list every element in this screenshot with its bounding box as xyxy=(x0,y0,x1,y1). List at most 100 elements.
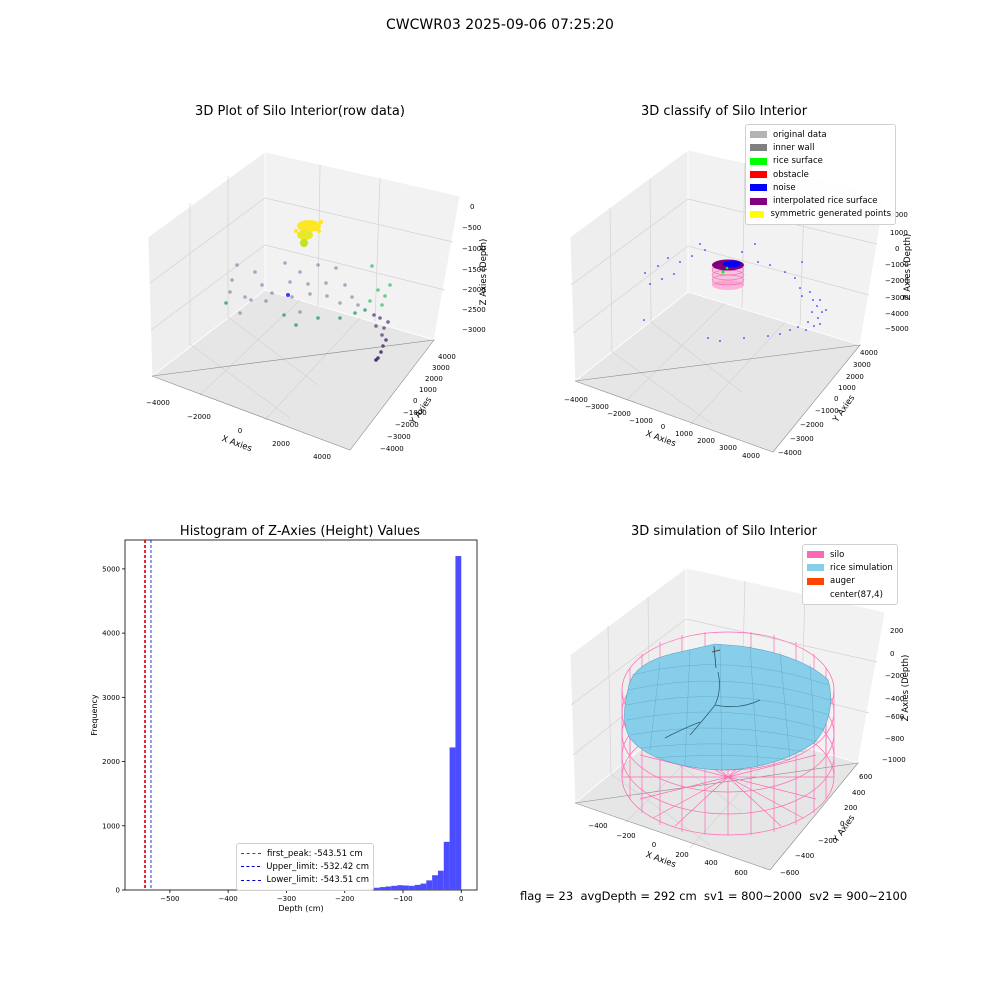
legend-swatch xyxy=(750,171,767,179)
noise-point xyxy=(699,243,701,245)
hist-bar xyxy=(437,870,444,890)
hist-ytick-label: 2000 xyxy=(102,758,120,766)
cls-xtick: 2000 xyxy=(697,437,715,445)
raw-ytick: −4000 xyxy=(380,445,404,453)
noise-point xyxy=(673,273,675,275)
raw-point xyxy=(386,320,390,324)
raw-point xyxy=(374,358,378,362)
sim-ztick: −400 xyxy=(885,695,904,703)
hist-ylabel: Frequency xyxy=(90,694,99,736)
cls-ztick: 1000 xyxy=(890,229,908,237)
histogram-title: Histogram of Z-Axies (Height) Values xyxy=(179,524,421,539)
raw-point xyxy=(325,294,329,298)
hist-bar xyxy=(420,883,427,890)
sim-ztick: 0 xyxy=(890,650,894,658)
raw-point xyxy=(338,301,342,305)
raw-point xyxy=(270,291,274,295)
raw-ytick: 1000 xyxy=(419,386,437,394)
noise-point xyxy=(691,255,693,257)
legend-label: original data xyxy=(773,129,827,140)
classify-legend: original data inner wall rice surface ob… xyxy=(745,124,896,226)
legend-swatch xyxy=(807,564,824,572)
raw-point xyxy=(298,310,302,314)
legend-label: obstacle xyxy=(773,169,809,180)
raw-ytick: −2000 xyxy=(395,421,419,429)
noise-point xyxy=(811,311,813,313)
raw-point xyxy=(243,295,247,299)
classify-plot-title: 3D classify of Silo Interior xyxy=(640,104,808,119)
legend-item-rice-simulation: rice simulation xyxy=(807,561,893,574)
rice-simulation-surface xyxy=(624,643,831,771)
raw-xtick: −4000 xyxy=(146,399,170,407)
noise-point xyxy=(667,257,669,259)
legend-line xyxy=(241,866,261,868)
legend-label: noise xyxy=(773,182,796,193)
legend-item-auger: auger xyxy=(807,575,893,588)
cls-ytick: 4000 xyxy=(860,349,878,357)
noise-point xyxy=(719,340,721,342)
raw-ytick: −3000 xyxy=(387,433,411,441)
cls-ytick: 1000 xyxy=(838,384,856,392)
noise-point xyxy=(769,264,771,266)
raw-xlabel: X Axies xyxy=(220,434,253,454)
cls-xtick: −4000 xyxy=(564,396,588,404)
noise-point xyxy=(799,287,801,289)
raw-ztick: −1000 xyxy=(462,245,486,253)
raw-point xyxy=(388,283,392,287)
sim-xtick: 400 xyxy=(704,859,717,867)
cls-xtick: −3000 xyxy=(585,403,609,411)
legend-swatch xyxy=(807,591,824,598)
raw-ytick: 2000 xyxy=(425,375,443,383)
cls-ytick: −4000 xyxy=(778,449,802,457)
noise-point xyxy=(754,243,756,245)
raw-points-lower xyxy=(224,261,392,362)
hist-bar xyxy=(443,841,450,890)
legend-item-upper-limit: Upper_limit: -532.42 cm xyxy=(241,860,369,873)
legend-swatch xyxy=(750,210,765,218)
sim-xtick: 0 xyxy=(652,841,656,849)
silo-bottom-mesh xyxy=(622,719,834,835)
cls-ztick: −1000 xyxy=(885,261,909,269)
cls-zlabel: Z Axies (Depth) xyxy=(903,234,913,301)
sim-ytick: −200 xyxy=(818,837,837,845)
sim-ytick: 0 xyxy=(840,820,844,828)
noise-point xyxy=(813,325,815,327)
sim-zlabel: Z Axies (Depth) xyxy=(901,655,911,722)
cls-xtick: 1000 xyxy=(675,430,693,438)
raw-ztick: −500 xyxy=(462,224,481,232)
legend-label: Lower_limit: -543.51 cm xyxy=(266,875,369,886)
raw-xtick: 0 xyxy=(238,427,242,435)
hist-xtick-label: −400 xyxy=(219,895,238,903)
hist-vlines xyxy=(144,540,152,890)
legend-item-interpolated-rice-surface: interpolated rice surface xyxy=(750,194,891,207)
hist-frame xyxy=(124,539,478,891)
noise-point xyxy=(816,305,818,307)
hist-xtick-label: 0 xyxy=(459,895,463,903)
legend-label: rice surface xyxy=(773,156,823,167)
noise-point xyxy=(767,335,769,337)
legend-label: rice simulation xyxy=(830,562,893,573)
noise-point xyxy=(807,321,809,323)
noise-point xyxy=(825,309,827,311)
raw-point xyxy=(356,303,360,307)
hist-bar xyxy=(432,875,438,890)
raw-cluster-stem xyxy=(300,239,308,247)
rice-ridge xyxy=(664,671,761,739)
hist-ytick-label: 1000 xyxy=(102,822,120,830)
simulation-legend: silo rice simulation auger center(87,4) xyxy=(802,544,898,606)
legend-item-rice-surface: rice surface xyxy=(750,155,891,168)
raw-point xyxy=(290,295,294,299)
raw-point xyxy=(350,295,354,299)
hist-bar xyxy=(426,880,433,890)
legend-label: inner wall xyxy=(773,142,815,153)
sim-ztick: −200 xyxy=(885,672,904,680)
raw-zlabel: Z Axies (Depth) xyxy=(479,239,489,306)
noise-points xyxy=(643,243,827,342)
noise-point xyxy=(801,295,803,297)
sim-ztick: −1000 xyxy=(882,756,906,764)
hist-yticks: 0 1000 2000 3000 4000 5000 xyxy=(102,565,125,895)
sim-xtick: −200 xyxy=(616,832,635,840)
noise-point xyxy=(779,333,781,335)
raw-cluster-mid xyxy=(297,230,313,240)
